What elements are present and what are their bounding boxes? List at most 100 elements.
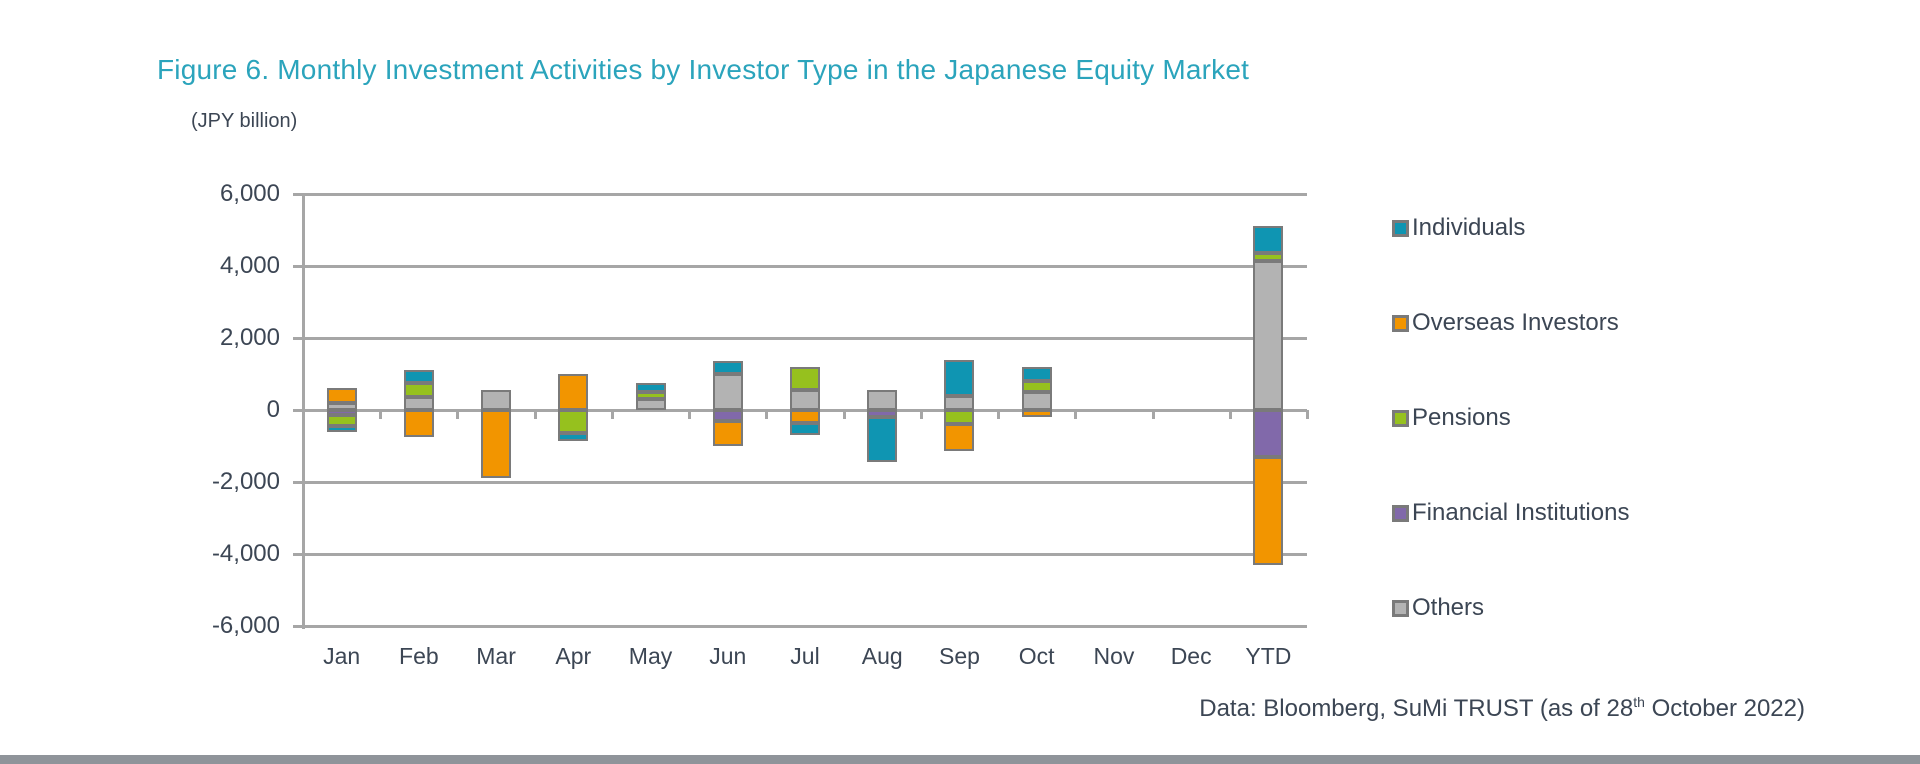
bar-segment xyxy=(1253,410,1284,457)
bar-segment xyxy=(635,399,666,410)
legend-label: Financial Institutions xyxy=(1412,499,1630,526)
y-axis-line xyxy=(302,193,305,629)
x-axis-category-label: Nov xyxy=(1093,643,1135,669)
bar-segment xyxy=(481,390,512,410)
x-axis-tick xyxy=(842,410,846,419)
bar-segment xyxy=(403,383,434,398)
bar-segment xyxy=(1021,366,1052,382)
x-axis-category-label: Apr xyxy=(555,643,592,669)
gridline xyxy=(293,265,1307,268)
legend-item: Others xyxy=(1392,594,1485,621)
gridline xyxy=(293,193,1307,196)
bar-segment xyxy=(326,426,357,432)
y-axis-tick-label: -2,000 xyxy=(211,468,280,495)
legend-item: Individuals xyxy=(1392,214,1526,241)
bar-segment xyxy=(944,424,975,452)
x-axis-tick xyxy=(456,410,460,419)
bar-segment xyxy=(1021,381,1052,392)
bar-segment xyxy=(790,422,820,436)
gridline xyxy=(293,481,1307,484)
bar-segment xyxy=(1253,456,1284,565)
bar-segment xyxy=(1021,392,1052,410)
y-axis-tick-label: 4,000 xyxy=(219,252,280,279)
y-axis-tick-label: -6,000 xyxy=(211,612,280,639)
x-axis-category-label: Jan xyxy=(323,643,361,669)
bar-segment xyxy=(635,392,666,400)
figure-title: Figure 6. Monthly Investment Activities … xyxy=(157,54,1250,85)
x-axis-tick xyxy=(997,410,1001,419)
bar-segment xyxy=(712,374,743,410)
bar-segment xyxy=(790,366,820,391)
x-axis-category-label: May xyxy=(628,643,673,669)
bar-segment xyxy=(1253,226,1284,254)
legend-label: Individuals xyxy=(1412,214,1526,241)
bar-segment xyxy=(944,395,975,410)
bar-segment xyxy=(403,410,434,437)
bar-segment xyxy=(326,415,357,427)
legend-label: Others xyxy=(1412,594,1485,621)
bar-segment xyxy=(326,388,357,403)
bar-segment xyxy=(558,374,589,410)
bar-segment xyxy=(790,410,820,423)
bar-segment xyxy=(635,383,666,392)
x-axis-tick xyxy=(379,410,383,419)
x-axis-category-label: Oct xyxy=(1018,643,1055,669)
bar-segment xyxy=(867,417,898,463)
x-axis-category-label: Jun xyxy=(709,643,747,669)
x-axis-tick xyxy=(1228,410,1232,419)
x-axis-tick xyxy=(1074,410,1078,419)
bar-segment xyxy=(1021,410,1052,418)
bar-segment xyxy=(712,420,743,446)
gridline xyxy=(293,625,1307,628)
x-axis-category-label: Feb xyxy=(399,643,439,669)
legend-label: Pensions xyxy=(1412,404,1511,431)
bar-segment xyxy=(944,410,975,425)
data-source-note: Data: Bloomberg, SuMi TRUST (as of 28th … xyxy=(0,694,1805,723)
x-axis-category-label: Jul xyxy=(790,643,820,669)
bar-segment xyxy=(867,410,898,418)
legend-item: Financial Institutions xyxy=(1392,499,1630,526)
bar-segment xyxy=(326,410,357,416)
bar-segment xyxy=(481,410,512,479)
footer-text-suffix: October 2022) xyxy=(1644,695,1805,722)
footer-superscript: th xyxy=(1633,694,1645,710)
legend-color-swatch-icon xyxy=(1392,219,1409,237)
x-axis-category-label: Aug xyxy=(861,643,903,669)
gridline xyxy=(293,553,1307,556)
gridline xyxy=(293,337,1307,340)
bar-segment xyxy=(790,390,820,410)
bar-segment xyxy=(944,359,975,396)
x-axis-tick xyxy=(919,410,923,419)
x-axis-category-label: Mar xyxy=(476,643,516,669)
legend-item: Pensions xyxy=(1392,404,1511,431)
legend-color-swatch-icon xyxy=(1392,409,1409,427)
x-axis-tick xyxy=(765,410,769,419)
bar-segment xyxy=(558,410,589,434)
x-axis-category-label: Dec xyxy=(1170,643,1212,669)
legend-label: Overseas Investors xyxy=(1412,309,1619,336)
y-axis-tick-label: 0 xyxy=(266,396,280,423)
y-axis-tick-label: 2,000 xyxy=(219,324,280,351)
bar-segment xyxy=(558,433,589,441)
footer-text-prefix: Data: Bloomberg, SuMi TRUST (as of 28 xyxy=(1199,695,1634,722)
bar-segment xyxy=(867,390,898,410)
y-axis-unit-label: (JPY billion) xyxy=(191,110,298,132)
x-axis-tick xyxy=(688,410,692,419)
bar-segment xyxy=(403,370,434,383)
legend-item: Overseas Investors xyxy=(1392,309,1619,336)
bar-segment xyxy=(712,361,743,374)
x-axis-tick xyxy=(1151,410,1155,419)
x-axis-category-label: Sep xyxy=(938,643,980,669)
x-axis-tick xyxy=(1306,410,1309,419)
y-axis-tick-label: 6,000 xyxy=(219,180,280,207)
bar-segment xyxy=(1253,253,1284,261)
x-axis-tick xyxy=(533,410,537,419)
x-axis-category-label: YTD xyxy=(1245,643,1292,669)
x-axis-tick xyxy=(610,410,614,419)
bar-segment xyxy=(326,402,357,410)
y-axis-tick-label: -4,000 xyxy=(211,540,280,567)
legend-color-swatch-icon xyxy=(1392,504,1409,522)
bar-segment xyxy=(1253,260,1284,410)
page-bottom-divider xyxy=(0,755,1920,764)
